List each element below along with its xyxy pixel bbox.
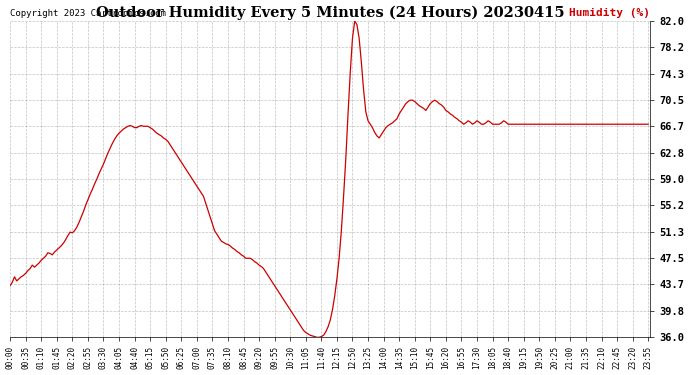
Text: Copyright 2023 Cartronics.com: Copyright 2023 Cartronics.com: [10, 9, 166, 18]
Text: Humidity (%): Humidity (%): [569, 8, 651, 18]
Title: Outdoor Humidity Every 5 Minutes (24 Hours) 20230415: Outdoor Humidity Every 5 Minutes (24 Hou…: [96, 6, 564, 20]
